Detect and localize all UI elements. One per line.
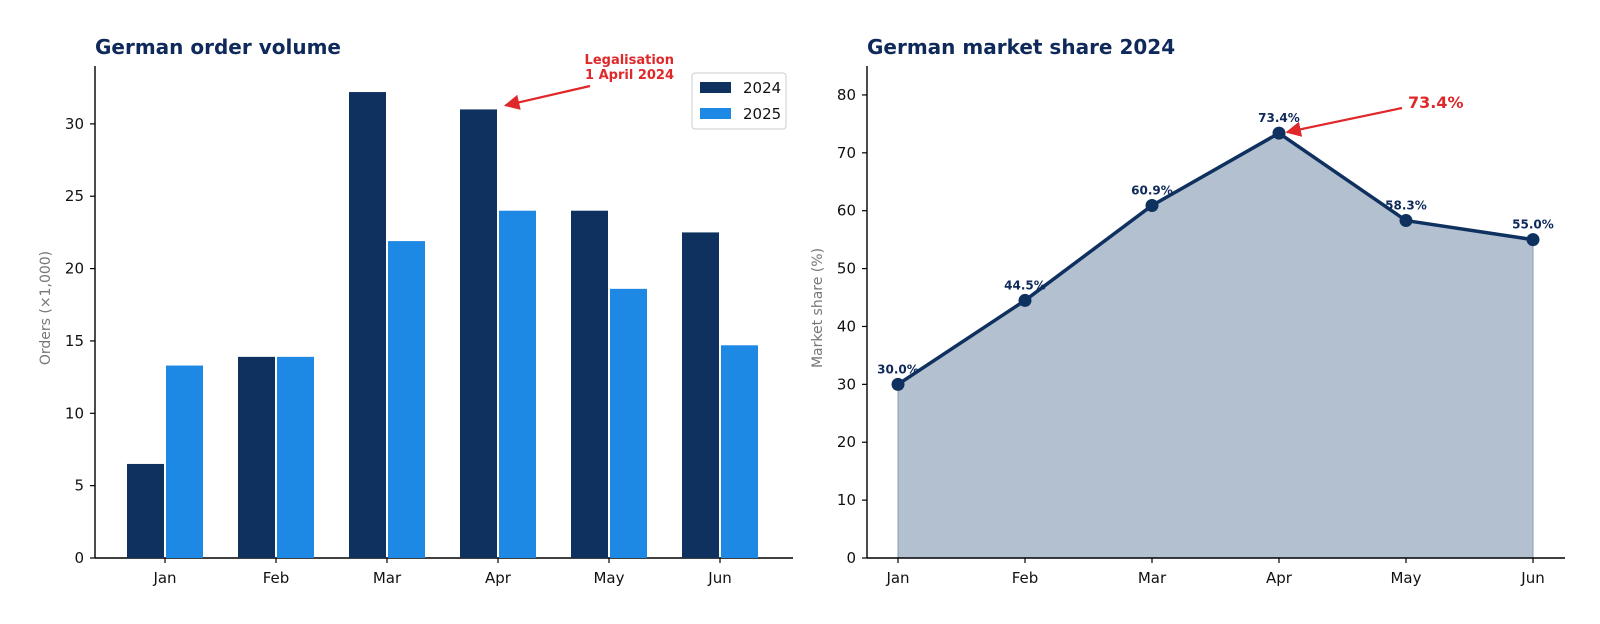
legend: 2024 2025 (691, 72, 787, 130)
data-point-Mar (1145, 198, 1159, 212)
annotation-text: 1 April 2024 (585, 68, 674, 83)
x-tick-label: Apr (485, 569, 512, 587)
bar-2024-Mar (349, 92, 386, 558)
y-tick-label: 70 (837, 144, 856, 162)
data-point-Jun (1526, 233, 1540, 247)
y-tick-label: 10 (837, 491, 856, 509)
bar-2024-Jun (682, 232, 719, 559)
annotation-arrow (503, 84, 591, 110)
legend-label-2024: 2024 (743, 79, 781, 97)
bar-2025-May (610, 288, 647, 558)
data-point-Apr (1272, 126, 1286, 140)
y-tick-label: 25 (65, 187, 84, 205)
bar-2024-May (571, 210, 608, 559)
data-point-May (1399, 214, 1413, 228)
y-tick-label: 50 (837, 260, 856, 278)
data-point-Jan (891, 377, 905, 391)
bar-2025-Apr (499, 210, 536, 559)
bar-2025-Jan (166, 365, 203, 558)
data-point-Feb (1018, 293, 1032, 307)
annotation-arrow (1285, 106, 1403, 137)
x-tick-label: Jun (1520, 569, 1544, 587)
x-tick-label: May (593, 569, 624, 587)
data-label: 60.9% (1131, 183, 1173, 197)
x-tick-label: Feb (1012, 569, 1039, 587)
y-tick-label: 0 (74, 549, 84, 567)
bar-2024-Feb (238, 356, 275, 558)
bar-2025-Feb (277, 356, 314, 558)
x-tick-label: May (1390, 569, 1421, 587)
y-tick-label: 80 (837, 86, 856, 104)
y-tick-label: 5 (74, 477, 84, 495)
x-tick-label: Feb (263, 569, 290, 587)
y-tick-label: 10 (65, 404, 84, 422)
y-tick-label: 20 (65, 260, 84, 278)
x-tick-label: Jan (152, 569, 176, 587)
data-label: 30.0% (877, 362, 919, 376)
data-label: 55.0% (1512, 218, 1554, 232)
y-tick-label: 60 (837, 202, 856, 220)
y-axis-label: Orders (×1,000) (38, 251, 54, 365)
chart-title: German market share 2024 (867, 35, 1175, 59)
bar-2025-Jun (721, 345, 758, 558)
data-label: 73.4% (1258, 111, 1300, 125)
market-share-chart: German market share 2024 Market share (%… (810, 35, 1565, 587)
y-axis-label: Market share (%) (810, 248, 826, 368)
y-tick-label: 15 (65, 332, 84, 350)
legend-swatch-2024 (700, 82, 731, 93)
y-tick-label: 30 (65, 115, 84, 133)
y-tick-label: 40 (837, 317, 856, 335)
y-tick-label: 30 (837, 375, 856, 393)
chart-title: German order volume (95, 35, 341, 59)
bar-2025-Mar (388, 241, 425, 558)
x-tick-label: Mar (1138, 569, 1167, 587)
data-label: 58.3% (1385, 199, 1427, 213)
y-tick-label: 0 (846, 549, 856, 567)
bar-2024-Jan (127, 463, 164, 558)
series-line (897, 131, 1534, 386)
legend-label-2025: 2025 (743, 105, 781, 123)
x-tick-label: Jan (885, 569, 909, 587)
annotation-text: 73.4% (1408, 93, 1464, 112)
x-tick-label: Jun (707, 569, 731, 587)
legend-swatch-2025 (700, 108, 731, 119)
bar-2024-Apr (460, 109, 497, 558)
y-tick-label: 20 (837, 433, 856, 451)
data-label: 44.5% (1004, 278, 1046, 292)
x-tick-label: Apr (1266, 569, 1293, 587)
annotation-text: Legalisation (585, 53, 674, 68)
order-volume-chart: German order volume Orders (×1,000) 0 5 10… (38, 35, 793, 587)
area-fill (897, 132, 1534, 559)
x-tick-label: Mar (373, 569, 402, 587)
